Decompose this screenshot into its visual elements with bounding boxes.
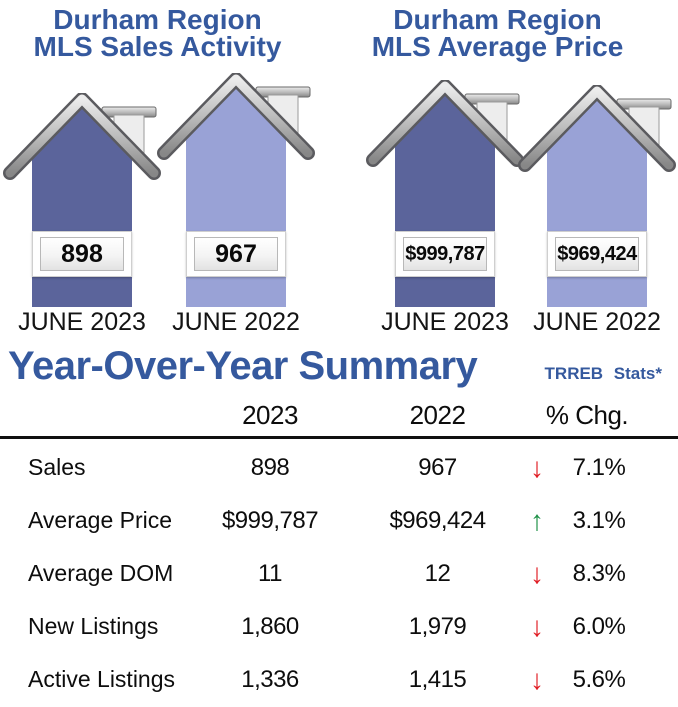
value-sign-panel: 967 [194, 237, 278, 271]
house-bar-sales-june-2023: 898 [2, 92, 162, 307]
table-row-sales: Sales 898 967 ↓ 7.1% [0, 441, 678, 494]
pct-change: 3.1% [572, 506, 626, 534]
value-2023: 898 [250, 453, 290, 481]
trend-arrow-icon: ↓ [530, 663, 544, 695]
table-row-new-listings: New Listings 1,860 1,979 ↓ 6.0% [0, 600, 678, 653]
row-label: Active Listings [28, 666, 176, 692]
value-sign-panel: $969,424 [555, 237, 639, 271]
stats-source-note: TRREB Stats* [544, 364, 662, 383]
value-sign-panel: 898 [40, 237, 124, 271]
pct-change: 8.3% [572, 559, 626, 587]
sales-chart-title-line1: Durham Region [53, 4, 262, 35]
row-label: New Listings [28, 613, 159, 639]
trend-arrow-icon: ↓ [530, 557, 544, 589]
trend-arrow-icon: ↓ [530, 610, 544, 642]
price-chart-title: Durham Region MLS Average Price [340, 4, 655, 62]
value-sign: $969,424 [547, 231, 647, 277]
summary-table: Sales 898 967 ↓ 7.1% Average Price $999,… [0, 441, 678, 706]
sales-2023-value: 898 [61, 239, 103, 268]
table-row-average-price: Average Price $999,787 $969,424 ↑ 3.1% [0, 494, 678, 547]
value-sign: $999,787 [395, 231, 495, 277]
price-2023-value: $999,787 [405, 242, 485, 265]
sales-2022-value: 967 [215, 239, 257, 268]
month-label-price-2023: JUNE 2023 [381, 308, 509, 336]
value-2023: $999,787 [221, 506, 319, 534]
column-header-pct-chg: % Chg. [545, 399, 629, 430]
column-header-2023: 2023 [242, 399, 298, 430]
table-row-active-listings: Active Listings 1,336 1,415 ↓ 5.6% [0, 653, 678, 706]
roof-highlight-icon [5, 94, 159, 178]
value-sign-panel: $999,787 [403, 237, 487, 271]
month-label-price-2022: JUNE 2022 [533, 308, 661, 336]
house-bar-price-june-2023: $999,787 [365, 79, 525, 307]
value-2023: 1,336 [241, 665, 299, 693]
price-chart-title-line1: Durham Region [393, 4, 602, 35]
price-chart-title-line2: MLS Average Price [371, 31, 624, 62]
value-2022: 1,979 [408, 612, 467, 640]
house-bar-sales-june-2022: 967 [156, 72, 316, 307]
roof-highlight-icon [159, 74, 313, 158]
roof-highlight-icon [368, 81, 522, 165]
summary-header-row: 2023 2022 % Chg. [0, 399, 678, 431]
row-label: Sales [28, 454, 86, 480]
pct-change: 6.0% [572, 612, 626, 640]
header-divider-line [0, 436, 678, 439]
pct-change: 7.1% [572, 453, 626, 481]
sales-chart-title: Durham Region MLS Sales Activity [0, 4, 315, 62]
price-2022-value: $969,424 [557, 242, 637, 265]
value-2022: 12 [424, 559, 451, 587]
row-label: Average DOM [28, 560, 174, 586]
trend-arrow-icon: ↑ [530, 504, 544, 536]
value-sign: 967 [186, 231, 286, 277]
table-row-average-dom: Average DOM 11 12 ↓ 8.3% [0, 547, 678, 600]
value-2023: 11 [258, 559, 282, 587]
trend-arrow-icon: ↓ [530, 451, 544, 483]
value-2023: 1,860 [241, 612, 299, 640]
value-sign: 898 [32, 231, 132, 277]
month-label-sales-2023: JUNE 2023 [18, 308, 146, 336]
column-header-2022: 2022 [409, 399, 466, 430]
value-2022: 1,415 [408, 665, 467, 693]
month-label-sales-2022: JUNE 2022 [172, 308, 300, 336]
value-2022: 967 [418, 453, 457, 481]
value-2022: $969,424 [389, 506, 486, 534]
sales-chart-title-line2: MLS Sales Activity [33, 31, 282, 62]
pct-change: 5.6% [572, 665, 626, 693]
roof-highlight-icon [520, 86, 674, 170]
house-bar-price-june-2022: $969,424 [517, 84, 677, 307]
row-label: Average Price [28, 507, 173, 533]
summary-title: Year-Over-Year Summary [8, 344, 478, 388]
